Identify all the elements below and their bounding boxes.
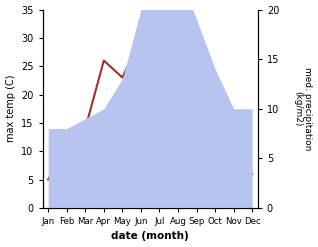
Y-axis label: med. precipitation
(kg/m2): med. precipitation (kg/m2) bbox=[293, 67, 313, 150]
X-axis label: date (month): date (month) bbox=[111, 231, 189, 242]
Y-axis label: max temp (C): max temp (C) bbox=[5, 75, 16, 143]
